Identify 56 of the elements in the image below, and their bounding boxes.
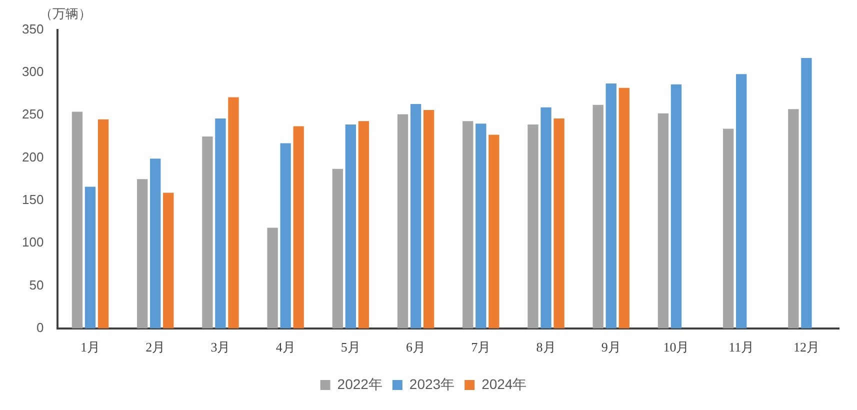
bar — [358, 121, 370, 328]
x-tick-label: 3月 — [210, 340, 230, 355]
bar — [736, 74, 747, 328]
x-tick-label: 8月 — [536, 340, 556, 355]
legend-label: 2023年 — [409, 376, 455, 392]
y-tick-label: 50 — [29, 277, 44, 292]
bar — [658, 113, 669, 328]
bar — [397, 114, 408, 328]
x-tick-label: 9月 — [601, 340, 621, 355]
y-tick-label: 300 — [22, 64, 44, 80]
x-tick-label: 1月 — [80, 340, 100, 355]
bar — [163, 192, 174, 328]
bar — [267, 228, 278, 328]
bar — [215, 118, 226, 328]
y-tick-label: 200 — [22, 149, 44, 164]
bar — [592, 104, 604, 328]
bar — [410, 104, 422, 328]
y-tick-label: 100 — [22, 234, 44, 250]
bar — [423, 110, 434, 328]
y-tick-label: 0 — [36, 320, 44, 335]
y-tick-label: 350 — [22, 21, 44, 36]
bar — [488, 134, 500, 328]
bar — [540, 107, 552, 328]
bar — [801, 58, 812, 328]
bar — [554, 118, 564, 328]
y-tick-label: 150 — [22, 192, 44, 208]
x-tick-label: 11月 — [728, 340, 754, 355]
legend-label: 2022年 — [337, 376, 382, 392]
y-tick-label: 250 — [22, 106, 44, 122]
bar — [670, 84, 682, 328]
bar — [72, 112, 83, 328]
bar — [136, 179, 148, 328]
bar — [84, 186, 96, 328]
x-tick-label: 10月 — [663, 340, 690, 355]
bar — [280, 143, 291, 328]
bar — [98, 119, 109, 328]
bar — [722, 128, 734, 328]
x-tick-label: 12月 — [793, 340, 820, 355]
x-tick-label: 2月 — [146, 340, 166, 355]
bar — [228, 97, 239, 328]
bar — [345, 124, 356, 328]
bar — [528, 124, 538, 328]
bar — [150, 158, 161, 328]
bar — [606, 84, 616, 328]
x-tick-label: 4月 — [276, 340, 296, 355]
bar — [202, 136, 213, 328]
legend-label: 2024年 — [482, 376, 527, 392]
x-tick-label: 5月 — [340, 340, 360, 355]
bar — [618, 88, 630, 328]
bar — [462, 121, 474, 328]
x-tick-label: 6月 — [406, 340, 426, 355]
bar — [476, 124, 486, 328]
x-tick-label: 7月 — [471, 340, 491, 355]
bar — [788, 109, 799, 328]
bar — [332, 168, 343, 328]
bar — [293, 126, 304, 328]
